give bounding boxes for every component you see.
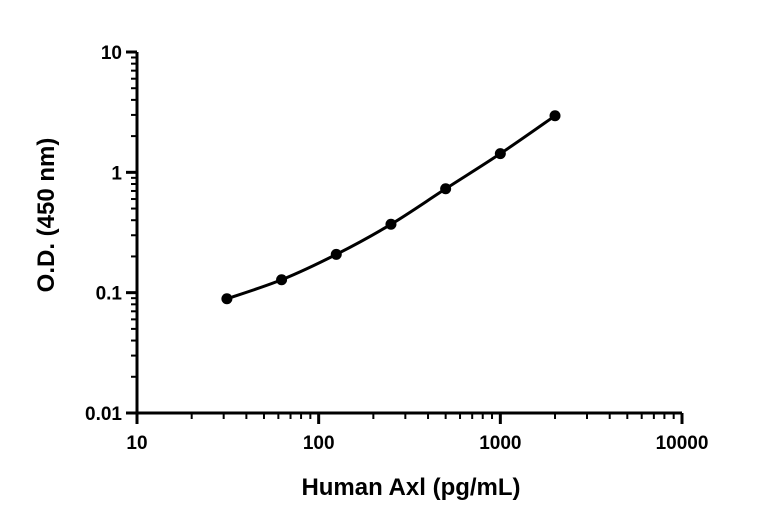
data-point <box>385 218 397 230</box>
data-point <box>549 110 561 122</box>
y-ticks: 0.01 0.1 1 10 <box>85 43 137 425</box>
data-point <box>330 248 342 260</box>
y-tick-label: 0.01 <box>85 404 122 425</box>
x-tick-label: 1000 <box>479 433 521 454</box>
y-axis-title: O.D. (450 nm) <box>33 138 60 293</box>
x-ticks: 10 100 1000 10000 <box>126 413 708 454</box>
y-tick-label: 0.1 <box>96 284 123 305</box>
data-point <box>494 148 506 160</box>
y-tick-label: 1 <box>111 163 122 184</box>
x-axis-title: Human Axl (pg/mL) <box>301 474 520 501</box>
data-point <box>440 183 452 195</box>
y-tick-label: 10 <box>101 43 122 64</box>
data-point <box>221 293 233 305</box>
x-tick-label: 10 <box>126 433 147 454</box>
data-point <box>276 274 288 286</box>
fit-curve <box>226 114 556 301</box>
axes <box>135 52 682 415</box>
series <box>221 110 561 305</box>
x-tick-label: 100 <box>303 433 335 454</box>
x-tick-label: 10000 <box>656 433 709 454</box>
